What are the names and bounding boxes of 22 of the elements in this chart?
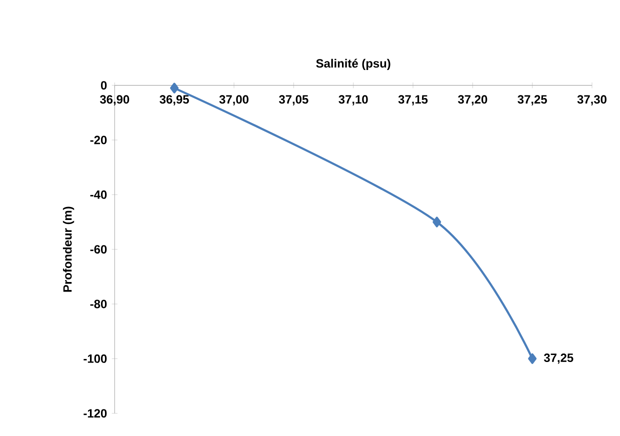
x-tick-label: 36,90 [100, 95, 130, 106]
x-tick-label: 37,00 [219, 95, 248, 106]
x-tick-label: 37,25 [518, 95, 547, 106]
y-tick-label: -120 [84, 409, 107, 418]
point [432, 216, 442, 228]
x-tick-label: 37,10 [338, 95, 368, 106]
y-tick-label: -20 [90, 136, 107, 144]
y-tick-label: 0 [100, 81, 107, 90]
x-tick-label: 37,15 [398, 95, 428, 106]
y-tick-label: -100 [84, 354, 107, 363]
x-tick-label: 37,05 [278, 95, 308, 106]
point [528, 353, 537, 364]
y-tick-label: -60 [90, 245, 107, 254]
y-axis-title: Profondeur (m) [62, 206, 74, 292]
x-tick-label: 37,20 [458, 95, 488, 106]
y-tick-label: -40 [90, 190, 107, 199]
y-tick-label: -80 [90, 300, 107, 308]
x-axis-title: Salinité (psu) [316, 58, 390, 70]
point [170, 82, 179, 94]
annotation: 37,25 [544, 354, 574, 364]
x-tick-label: 36,95 [160, 95, 189, 106]
x-tick-label: 37,30 [577, 95, 606, 106]
